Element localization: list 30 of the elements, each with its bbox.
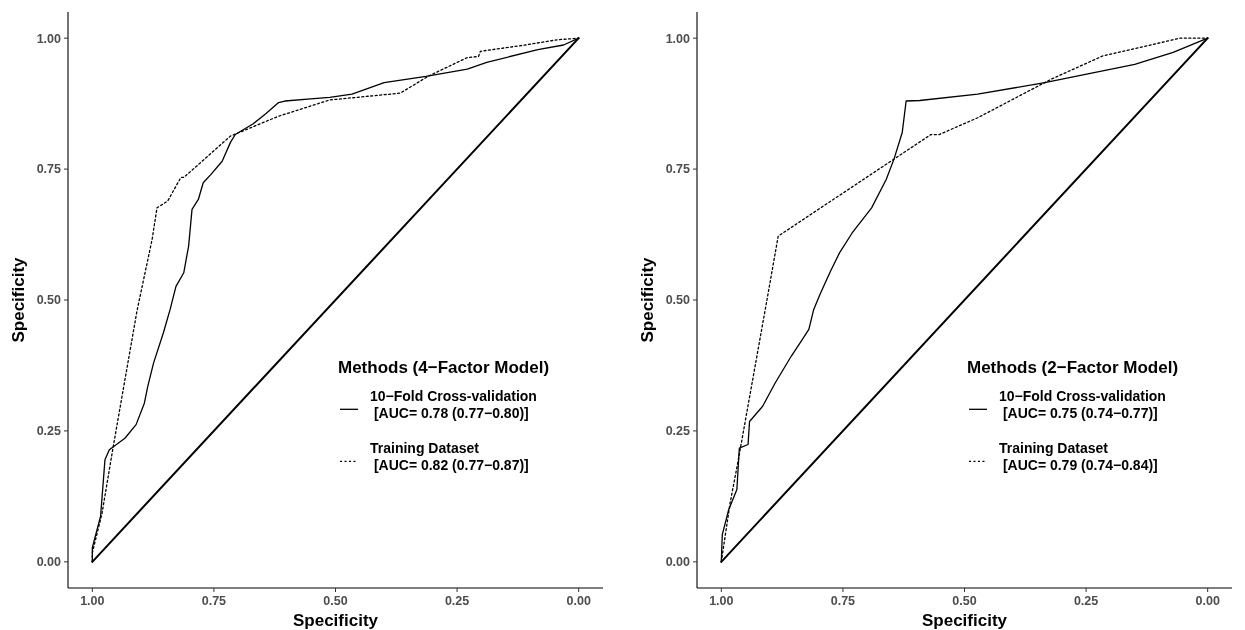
y-tick-label: 0.75: [36, 162, 62, 177]
y-axis-title: Specificity: [9, 256, 28, 343]
y-tick-label: 0.00: [36, 555, 62, 570]
legend-title: Methods (2−Factor Model): [967, 358, 1179, 378]
x-tick-label: 0.50: [323, 594, 348, 608]
legend-label: Training Dataset [AUC= 0.82 (0.77−0.87)]: [370, 440, 529, 474]
y-tick-label: 1.00: [36, 31, 62, 46]
y-tick-label: 0.50: [665, 293, 691, 308]
x-tick-label: 0.75: [201, 594, 227, 608]
y-tick-label: 1.00: [665, 31, 691, 46]
x-tick-label: 0.25: [444, 594, 470, 608]
x-tick-label: 1.00: [80, 594, 105, 608]
y-tick-label: 0.00: [665, 555, 691, 570]
x-tick-label: 0.75: [830, 594, 856, 608]
legend-title: Methods (4−Factor Model): [338, 358, 550, 378]
legend-label: Training Dataset [AUC= 0.79 (0.74−0.84)]: [999, 440, 1158, 474]
x-axis-title: Specificity: [292, 611, 379, 630]
y-axis-title: Specificity: [638, 256, 657, 343]
y-tick-label: 0.50: [36, 293, 62, 308]
x-tick-label: 0.25: [1073, 594, 1099, 608]
y-tick-label: 0.25: [665, 424, 691, 439]
x-tick-label: 0.00: [566, 594, 591, 608]
x-tick-label: 0.00: [1195, 594, 1220, 608]
x-axis-title: Specificity: [921, 611, 1008, 630]
x-tick-label: 1.00: [709, 594, 734, 608]
legend-label: 10−Fold Cross-validation [AUC= 0.75 (0.74−0.77)]: [999, 388, 1166, 422]
legend-label: 10−Fold Cross-validation [AUC= 0.78 (0.77−0.80)]: [370, 388, 537, 422]
y-tick-label: 0.25: [36, 424, 62, 439]
y-tick-label: 0.75: [665, 162, 691, 177]
x-tick-label: 0.50: [952, 594, 977, 608]
